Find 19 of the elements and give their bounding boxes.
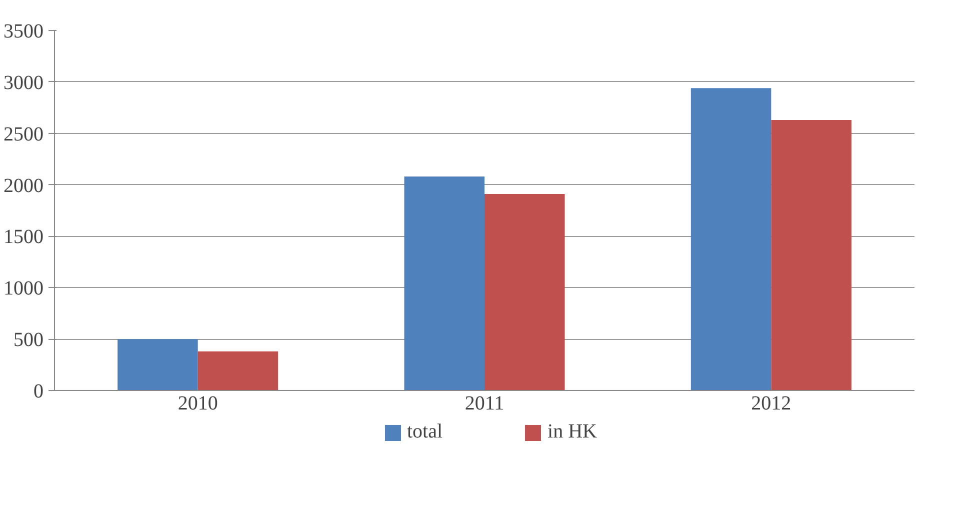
x-tick-label: 2012 — [751, 392, 792, 414]
y-tick-label: 0 — [34, 380, 44, 402]
legend-label: in HK — [548, 420, 597, 444]
y-tick-label: 1000 — [4, 278, 44, 300]
bar — [771, 120, 852, 390]
x-tick-label: 2010 — [178, 392, 218, 414]
bar — [404, 176, 484, 390]
y-tick-label: 1500 — [4, 226, 44, 248]
y-tick-label: 500 — [14, 329, 44, 352]
bar — [690, 88, 772, 390]
y-tick-label: 3000 — [4, 72, 44, 94]
bar — [198, 351, 278, 390]
y-tick-label: 2500 — [4, 123, 44, 146]
bar — [118, 339, 198, 390]
legend-label: total — [407, 420, 443, 444]
y-tick-label: 3500 — [4, 20, 44, 42]
bar — [484, 194, 565, 390]
x-tick-label: 2011 — [464, 392, 504, 414]
y-tick-label: 2000 — [4, 174, 44, 197]
